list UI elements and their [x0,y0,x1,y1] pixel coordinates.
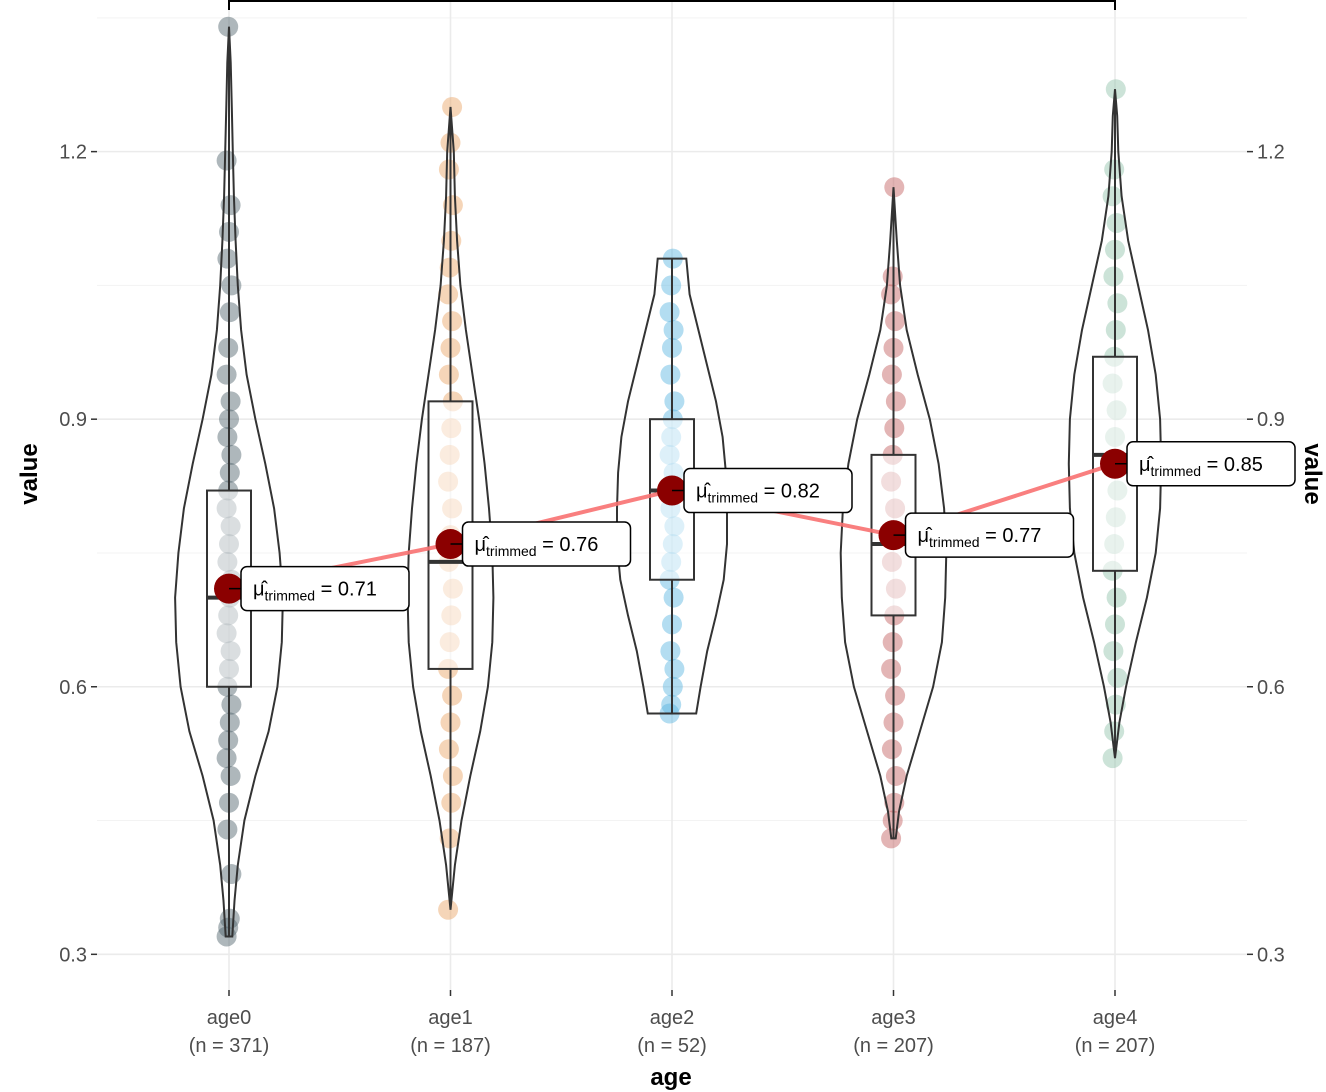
data-point [442,97,463,118]
x-tick-label: age1 [428,1007,473,1029]
data-point [881,364,902,385]
data-point [1107,667,1128,688]
violin-outline [406,106,495,910]
data-point [216,150,237,171]
data-point [220,391,241,412]
data-point [1107,293,1128,314]
violin-outline [174,26,284,938]
trimmed-mean-label: μ̂trimmed = 0.82 [696,481,820,506]
data-point [1103,641,1124,662]
data-point [216,364,237,385]
data-point [664,391,685,412]
y-tick-label-left: 0.3 [59,944,87,966]
data-point [217,819,238,840]
data-point [881,739,902,760]
y-tick-label-right: 0.3 [1257,944,1285,966]
data-point [659,302,680,323]
data-point [885,685,906,706]
group-layer [174,16,1163,947]
data-point [438,899,459,920]
data-point [438,739,459,760]
data-point [1106,212,1127,233]
data-point [1103,266,1124,287]
data-point [221,444,242,465]
x-tick-label: age2 [650,1007,695,1029]
data-point [438,284,459,305]
data-point [220,765,241,786]
data-point [885,765,906,786]
x-tick-label: age3 [871,1007,916,1029]
data-point [221,694,242,715]
y-tick-label-right: 1.2 [1257,142,1285,164]
trimmed-mean-label-layer: μ̂trimmed = 0.71μ̂trimmed = 0.76μ̂trimme… [229,441,1296,612]
data-point [442,195,463,216]
trimmed-mean-label-box [1126,441,1296,487]
bracket-line [228,0,1116,10]
data-point [442,311,463,332]
data-point [438,364,459,385]
data-point [1102,186,1123,207]
y-axis-title-right: value [1299,443,1326,504]
y-tick-label-left: 1.2 [59,142,87,164]
group-age3 [839,177,948,849]
trimmed-mean-label: μ̂trimmed = 0.76 [475,534,599,559]
trimmed-mean-label-box [683,467,853,514]
x-tick-n-label: (n = 207) [1075,1035,1156,1057]
data-point [663,587,684,608]
significance-bracket [228,0,1116,10]
data-point [220,195,241,216]
data-point [217,427,238,448]
data-point [663,320,684,340]
data-point [881,658,902,679]
data-point [885,311,906,332]
x-tick-n-label: (n = 187) [410,1035,491,1057]
data-point [660,641,681,662]
data-point [438,159,459,180]
x-tick-label: age0 [207,1007,252,1029]
data-point [442,685,463,706]
y-tick-label-right: 0.6 [1257,677,1285,699]
data-point [885,391,906,412]
axes-layer: 0.3 0.3 0.6 0.6 0.9 0.9 1.2 1.2 age0 (n = 371) age… [59,142,1285,1057]
x-axis-title: age [650,1064,691,1091]
violin-outline [839,187,948,840]
data-point [664,658,685,679]
y-tick-label-left: 0.9 [59,409,87,431]
trimmed-mean-label-box [461,521,632,567]
trimmed-mean-label-box [904,512,1075,558]
y-tick-label-left: 0.6 [59,677,87,699]
y-tick-label-right: 0.9 [1257,409,1285,431]
violin-outline [616,257,728,715]
group-age4 [1067,79,1163,769]
x-tick-n-label: (n = 371) [189,1035,270,1057]
x-tick-label: age4 [1093,1007,1138,1029]
data-point [660,364,681,385]
x-tick-n-label: (n = 207) [853,1035,934,1057]
data-point [221,275,242,296]
data-point [442,765,463,786]
trimmed-mean-label-box [240,565,410,612]
data-point [1102,748,1123,769]
y-axis-title-left: value [16,443,43,504]
data-point [216,748,237,769]
data-point [1106,587,1127,608]
x-tick-n-label: (n = 52) [637,1035,706,1057]
trimmed-mean-label: μ̂trimmed = 0.77 [918,525,1042,550]
